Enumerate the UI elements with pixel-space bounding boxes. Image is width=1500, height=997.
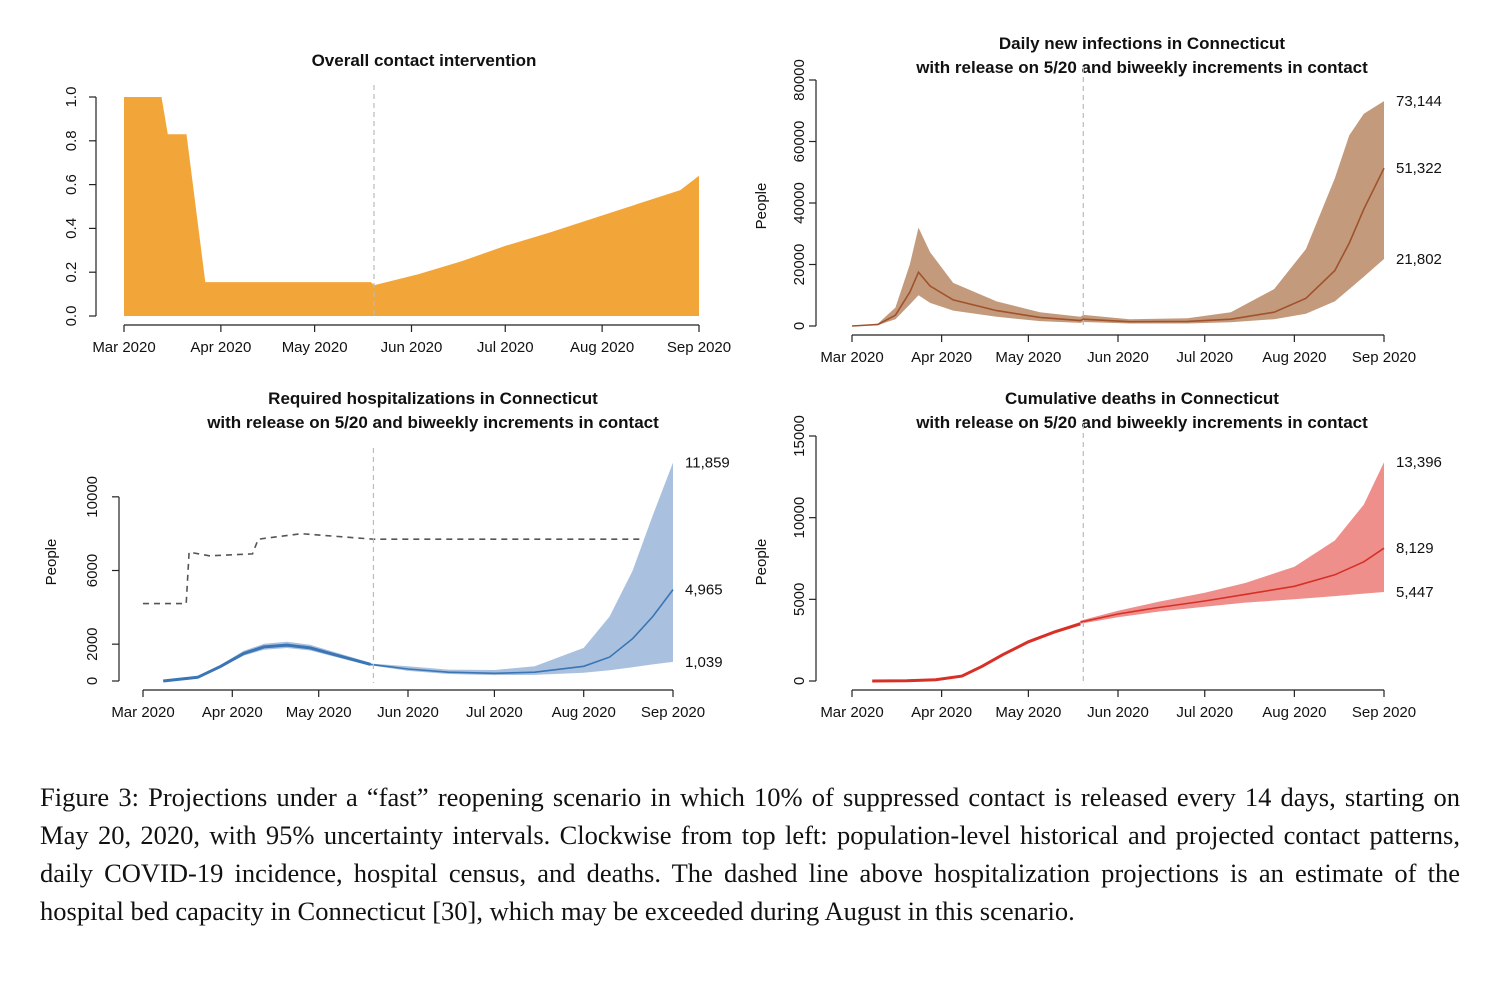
end-value-label: 21,802: [1396, 251, 1442, 268]
x-tick-label: Sep 2020: [667, 339, 731, 356]
chart-marks: [124, 85, 699, 318]
y-tick-label: 10000: [84, 476, 101, 518]
hospitalizations-panel: Required hospitalizations in Connecticut…: [43, 389, 730, 721]
panel-title-line-1: Cumulative deaths in Connecticut: [1005, 389, 1279, 408]
x-tick-label: May 2020: [995, 704, 1061, 721]
x-tick-label: Aug 2020: [1262, 349, 1326, 366]
uncertainty-band: [370, 462, 673, 676]
x-tick-label: Apr 2020: [202, 704, 263, 721]
y-tick-label: 60000: [791, 121, 808, 163]
y-tick-label: 0.2: [63, 262, 80, 283]
uncertainty-band: [852, 101, 1384, 326]
x-tick-label: Aug 2020: [552, 704, 616, 721]
x-tick-label: Jun 2020: [381, 339, 443, 356]
observed-line: [163, 643, 371, 683]
y-tick-label: 0.6: [63, 174, 80, 195]
panel-title-line-1: Daily new infections in Connecticut: [999, 34, 1286, 53]
axes: Mar 2020 Apr 2020 May 2020 Jun 2020 Jul 2020…: [63, 87, 731, 356]
end-value-label: 4,965: [685, 582, 723, 599]
x-tick-label: Mar 2020: [820, 704, 883, 721]
figure: Overall contact intervention Mar 2020 Apr…: [43, 34, 1442, 721]
median-line: [851, 167, 1385, 327]
end-value-label: 51,322: [1396, 160, 1442, 177]
panel-title-line-2: with release on 5/20 and biweekly increm…: [915, 413, 1368, 432]
y-axis-label: People: [753, 183, 770, 230]
panel-title-line-1: Required hospitalizations in Connecticut: [268, 389, 598, 408]
y-tick-label: 0: [84, 677, 101, 685]
y-tick-label: 10000: [791, 497, 808, 539]
x-tick-label: Jun 2020: [1087, 704, 1149, 721]
x-tick-label: Jul 2020: [1176, 704, 1233, 721]
x-tick-label: Apr 2020: [190, 339, 251, 356]
x-tick-label: Apr 2020: [911, 704, 972, 721]
x-tick-label: Jul 2020: [477, 339, 534, 356]
x-tick-label: Apr 2020: [911, 349, 972, 366]
fit-band: [872, 622, 1081, 681]
contact-intervention-panel: Overall contact intervention Mar 2020 Apr…: [63, 51, 731, 356]
panel-title-line-2: with release on 5/20 and biweekly increm…: [915, 58, 1368, 77]
x-tick-label: Mar 2020: [92, 339, 155, 356]
panel-title: Overall contact intervention: [312, 51, 537, 70]
x-tick-label: Aug 2020: [570, 339, 634, 356]
median-line: [370, 589, 674, 675]
x-tick-label: Jun 2020: [1087, 349, 1149, 366]
y-tick-label: 0.8: [63, 130, 80, 151]
uncertainty-band: [1080, 462, 1384, 624]
chart-marks: 73,144 51,322 21,802: [851, 68, 1442, 328]
y-tick-label: 1.0: [63, 87, 80, 108]
y-tick-label: 5000: [791, 583, 808, 616]
x-tick-label: Sep 2020: [1352, 349, 1416, 366]
end-value-label: 1,039: [685, 654, 723, 671]
x-tick-label: Sep 2020: [1352, 704, 1416, 721]
contact-area: [124, 97, 699, 316]
y-tick-label: 15000: [791, 415, 808, 457]
y-tick-label: 0.0: [63, 306, 80, 327]
x-tick-label: Mar 2020: [820, 349, 883, 366]
end-value-label: 8,129: [1396, 540, 1434, 557]
y-tick-label: 0.4: [63, 218, 80, 239]
cumulative-deaths-panel: Cumulative deaths in Connecticut with re…: [753, 389, 1442, 721]
x-tick-label: Jul 2020: [1176, 349, 1233, 366]
axes: Mar 2020 Apr 2020 May 2020 Jun 2020 Jul 2020…: [84, 476, 705, 721]
x-tick-label: May 2020: [282, 339, 348, 356]
observed-line: [872, 622, 1081, 683]
end-value-label: 13,396: [1396, 454, 1442, 471]
y-tick-label: 80000: [791, 59, 808, 101]
x-tick-label: Sep 2020: [641, 704, 705, 721]
x-tick-label: Mar 2020: [111, 704, 174, 721]
median-line: [1080, 547, 1385, 623]
daily-infections-panel: Daily new infections in Connecticut with…: [753, 34, 1442, 366]
y-tick-label: 20000: [791, 244, 808, 286]
x-tick-label: Aug 2020: [1262, 704, 1326, 721]
panel-title-line-2: with release on 5/20 and biweekly increm…: [206, 413, 659, 432]
y-axis-label: People: [43, 539, 60, 586]
chart-marks: 13,396 8,129 5,447: [872, 424, 1442, 683]
bed-capacity-line: [143, 532, 673, 605]
y-tick-label: 6000: [84, 554, 101, 587]
x-tick-label: May 2020: [286, 704, 352, 721]
y-tick-label: 40000: [791, 182, 808, 224]
y-tick-label: 0: [791, 677, 808, 685]
x-tick-label: Jul 2020: [466, 704, 523, 721]
chart-marks: 11,859 4,965 1,039: [143, 448, 730, 683]
axes: Mar 2020 Apr 2020 May 2020 Jun 2020 Jul 2020…: [791, 59, 1416, 366]
axes: Mar 2020 Apr 2020 May 2020 Jun 2020 Jul 2020…: [791, 415, 1416, 721]
end-value-label: 5,447: [1396, 584, 1434, 601]
end-value-label: 73,144: [1396, 93, 1442, 110]
y-tick-label: 0: [791, 322, 808, 330]
x-tick-label: Jun 2020: [377, 704, 439, 721]
end-value-label: 11,859: [685, 455, 730, 472]
y-tick-label: 2000: [84, 627, 101, 660]
figure-caption: Figure 3: Projections under a “fast” reo…: [40, 782, 1460, 926]
y-axis-label: People: [753, 539, 770, 586]
x-tick-label: May 2020: [995, 349, 1061, 366]
